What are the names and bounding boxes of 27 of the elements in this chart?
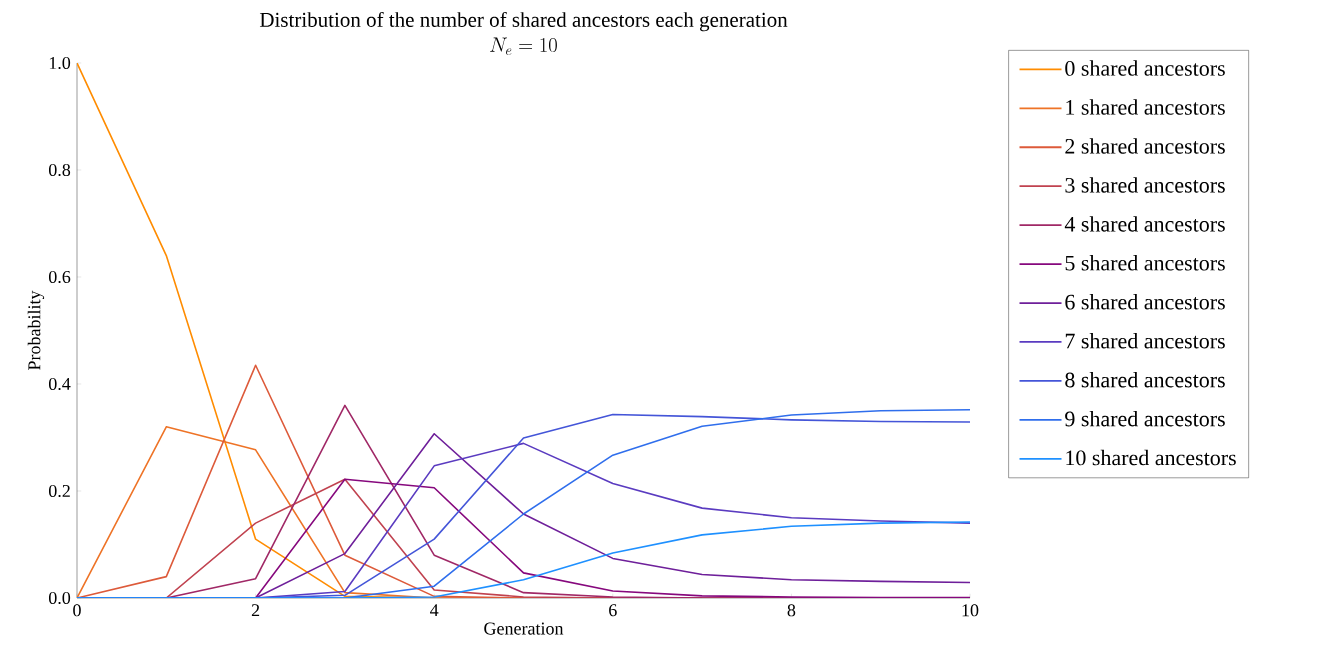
legend-label: 1 shared ancestors: [1066, 99, 1225, 115]
y-tick-label: 0.2: [48, 484, 70, 498]
legend-label: 0 shared ancestors: [1065, 60, 1225, 76]
legend-label: 4 shared ancestors: [1064, 216, 1225, 232]
y-tick-label: 0.6: [48, 270, 71, 284]
x-tick-label: 10: [962, 604, 979, 617]
chart-subtitle: $N_e = 10$: [490, 37, 557, 55]
legend-label: 9 shared ancestors: [1065, 410, 1225, 427]
y-tick-label: 0.4: [48, 377, 71, 391]
x-tick-label: 0: [73, 604, 81, 617]
y-tick-label: 1.0: [49, 56, 71, 70]
x-tick-label: 8: [787, 604, 796, 617]
y-axis-title: Probability: [27, 290, 45, 370]
legend-label: 6 shared ancestors: [1065, 294, 1225, 310]
x-tick-label: 6: [609, 604, 617, 617]
x-axis-title: Generation: [484, 622, 564, 635]
legend-label: 5 shared ancestors: [1065, 255, 1225, 271]
chart-title: Distribution of the number of shared ancestors each generation: [259, 11, 788, 32]
legend-label: 3 shared ancestors: [1065, 177, 1225, 193]
legend-label: 10 shared ancestors: [1066, 449, 1236, 466]
x-tick-label: 2: [251, 604, 260, 617]
x-tick-label: 4: [430, 604, 439, 617]
y-tick-label: 0.8: [48, 163, 71, 177]
legend-label: 7 shared ancestors: [1065, 332, 1225, 349]
legend-label: 2 shared ancestors: [1065, 138, 1225, 154]
y-tick-label: 0.0: [48, 591, 71, 605]
legend-label: 8 shared ancestors: [1065, 371, 1225, 388]
